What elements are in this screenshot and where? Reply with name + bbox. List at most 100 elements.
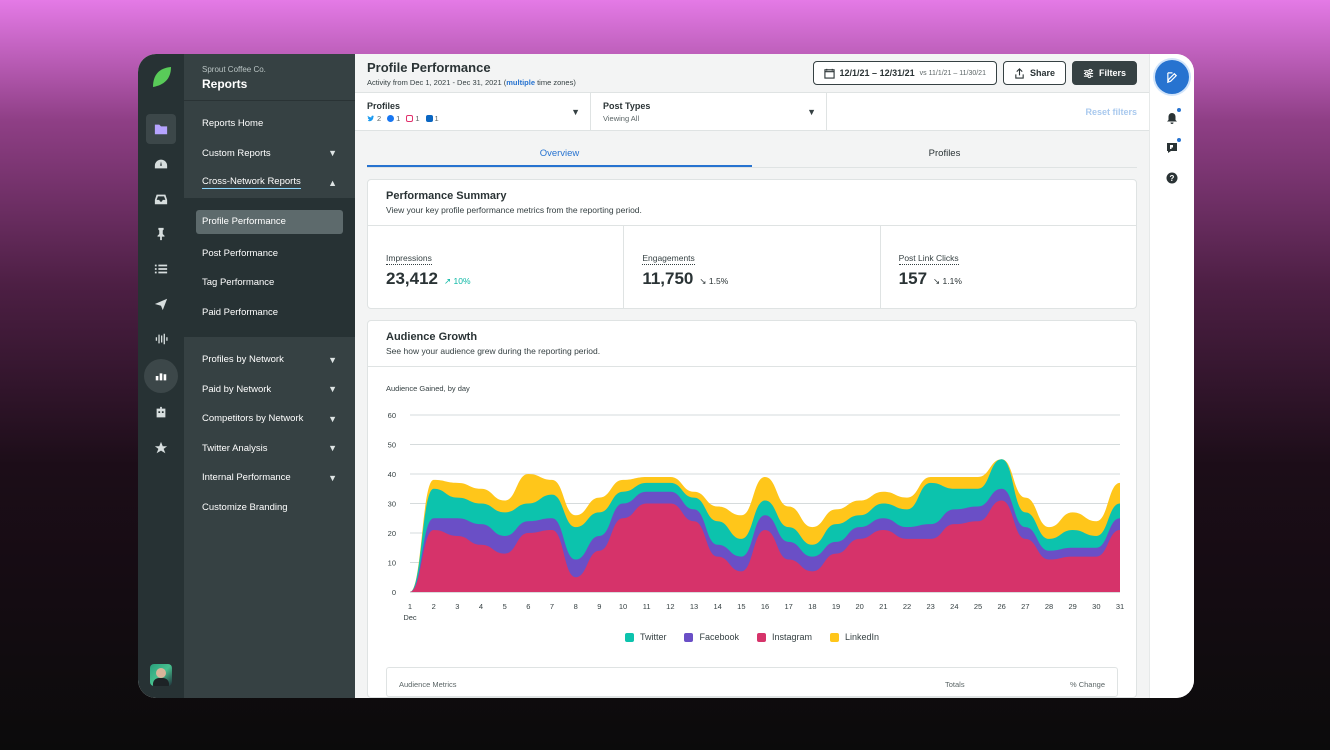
- share-icon: [1015, 67, 1024, 79]
- metric-post-link-clicks: Post Link Clicks 157 ↘ 1.1%: [881, 226, 1136, 308]
- listening-waves-icon[interactable]: [146, 324, 176, 354]
- metric-change: ↘ 1.5%: [699, 276, 729, 286]
- metric-label[interactable]: Engagements: [642, 253, 695, 265]
- nav-item-customize-branding[interactable]: Customize Branding: [184, 493, 355, 523]
- date-range-value: 12/1/21 – 12/31/21: [839, 68, 915, 78]
- instagram-icon: [406, 115, 414, 122]
- subnav-item-tag-performance[interactable]: Tag Performance: [202, 277, 275, 289]
- feedback-dot: [1176, 137, 1182, 143]
- linkedin-icon: [425, 115, 433, 122]
- compose-button[interactable]: [1155, 60, 1189, 94]
- notification-dot: [1176, 107, 1182, 113]
- subnav-item-post-performance[interactable]: Post Performance: [202, 247, 279, 259]
- date-range-button[interactable]: 12/1/21 – 12/31/21 vs 11/1/21 – 11/30/21: [812, 61, 997, 85]
- legend-item-linkedin[interactable]: LinkedIn: [830, 632, 879, 642]
- growth-header: Audience Growth See how your audience gr…: [368, 321, 1136, 367]
- nav-item-internal-performance[interactable]: Internal Performance ▼: [184, 463, 355, 493]
- nav-item-paid-by-network[interactable]: Paid by Network ▼: [184, 375, 355, 405]
- x-tick-label: 20: [855, 602, 863, 611]
- y-tick-label: 40: [388, 470, 396, 479]
- chevron-down-icon[interactable]: ▼: [807, 107, 816, 117]
- x-tick-label: 9: [597, 602, 601, 611]
- share-button[interactable]: Share: [1002, 61, 1066, 85]
- chevron-down-icon[interactable]: ▼: [328, 413, 337, 424]
- subnav-item-paid-performance[interactable]: Paid Performance: [202, 306, 279, 318]
- user-avatar[interactable]: [150, 664, 172, 686]
- legend-label: Twitter: [639, 632, 667, 642]
- twitter-count: 2: [367, 114, 381, 123]
- list-icon[interactable]: [146, 254, 176, 284]
- x-tick-label: 4: [479, 602, 483, 611]
- sprout-logo-icon[interactable]: [150, 66, 172, 88]
- nav-item-competitors-by-network[interactable]: Competitors by Network ▼: [184, 404, 355, 434]
- chevron-down-icon[interactable]: ▼: [328, 472, 337, 483]
- table-col-change: % Change: [1069, 680, 1105, 689]
- nav-item-custom-reports[interactable]: Custom Reports ▼: [184, 139, 355, 169]
- audience-growth-card: Audience Growth See how your audience gr…: [367, 320, 1137, 698]
- chevron-down-icon[interactable]: ▼: [328, 148, 337, 159]
- feedback-icon[interactable]: [1164, 137, 1182, 156]
- legend-item-facebook[interactable]: Facebook: [684, 632, 739, 642]
- metric-label[interactable]: Post Link Clicks: [898, 253, 959, 265]
- growth-subtitle: See how your audience grew during the re…: [386, 346, 601, 356]
- y-tick-label: 20: [388, 529, 396, 538]
- legend-item-instagram[interactable]: Instagram: [756, 632, 812, 642]
- chart-title: Audience Gained, by day: [386, 384, 470, 393]
- filters-button[interactable]: Filters: [1071, 61, 1137, 85]
- chevron-down-icon[interactable]: ▼: [328, 443, 337, 454]
- help-icon[interactable]: ?: [1164, 170, 1180, 186]
- subnav-item-profile-performance[interactable]: Profile Performance: [196, 209, 343, 234]
- nav-item-reports-home[interactable]: Reports Home: [184, 109, 355, 139]
- compare-range: 11/1/21 – 11/30/21: [928, 69, 986, 77]
- nav-item-profiles-by-network[interactable]: Profiles by Network ▼: [184, 345, 355, 375]
- legend-item-twitter[interactable]: Twitter: [624, 632, 667, 642]
- star-review-icon[interactable]: [146, 433, 176, 463]
- report-tabs: Overview Profiles: [367, 141, 1137, 168]
- chevron-down-icon[interactable]: ▼: [328, 384, 337, 395]
- y-tick-label: 30: [388, 500, 396, 509]
- share-label: Share: [1029, 68, 1055, 78]
- x-tick-label: 24: [950, 602, 958, 611]
- nav-item-twitter-analysis[interactable]: Twitter Analysis ▼: [184, 434, 355, 464]
- metric-label[interactable]: Impressions: [386, 253, 432, 265]
- notifications-bell-icon[interactable]: [1164, 107, 1182, 126]
- folder-icon[interactable]: [146, 114, 176, 144]
- table-col-metric: Audience Metrics: [399, 680, 457, 689]
- nav-item-cross-network-reports[interactable]: Cross-Network Reports ▲: [184, 168, 355, 198]
- metric-change: ↗ 10%: [444, 276, 471, 286]
- x-tick-label: 30: [1092, 602, 1100, 611]
- nav-item-label: Paid by Network: [202, 383, 272, 395]
- x-tick-label: 11: [643, 602, 651, 611]
- post-types-filter[interactable]: Post Types Viewing All ▼: [591, 93, 827, 130]
- nav-item-label: Cross-Network Reports: [202, 176, 301, 190]
- dashboard-gauge-icon[interactable]: [146, 149, 176, 179]
- compare-prefix: vs: [919, 69, 927, 77]
- bot-icon[interactable]: [146, 398, 176, 428]
- x-tick-label: 26: [997, 602, 1005, 611]
- y-tick-label: 50: [388, 441, 396, 450]
- x-tick-label: 27: [1021, 602, 1029, 611]
- x-tick-label: 16: [761, 602, 769, 611]
- reports-bar-icon[interactable]: [144, 359, 178, 393]
- app-window: Sprout Coffee Co. Reports Reports Home C…: [138, 54, 1194, 698]
- x-tick-label: 29: [1068, 602, 1076, 611]
- inbox-icon[interactable]: [146, 184, 176, 214]
- post-types-value: Viewing All: [603, 114, 640, 123]
- profile-network-counts: 2 1 1 1: [367, 114, 578, 123]
- chevron-up-icon[interactable]: ▲: [328, 177, 337, 188]
- chevron-down-icon[interactable]: ▼: [571, 107, 580, 117]
- tab-overview[interactable]: Overview: [367, 141, 752, 167]
- reset-filters-link[interactable]: Reset filters: [1085, 106, 1137, 117]
- chevron-down-icon[interactable]: ▼: [328, 354, 337, 365]
- summary-metrics: Impressions 23,412 ↗ 10% Engagements 11,7…: [368, 226, 1136, 308]
- pin-icon[interactable]: [146, 219, 176, 249]
- legend-swatch: [684, 632, 694, 642]
- tab-profiles[interactable]: Profiles: [928, 148, 961, 159]
- nav-item-label: Profiles by Network: [202, 354, 284, 366]
- profiles-filter[interactable]: Profiles 2 1 1 1 ▼: [355, 93, 591, 130]
- main-content: Profile Performance Activity from Dec 1,…: [355, 54, 1149, 698]
- send-icon[interactable]: [146, 289, 176, 319]
- time-zones-link[interactable]: multiple: [506, 77, 535, 87]
- header-actions: 12/1/21 – 12/31/21 vs 11/1/21 – 11/30/21…: [812, 61, 1137, 85]
